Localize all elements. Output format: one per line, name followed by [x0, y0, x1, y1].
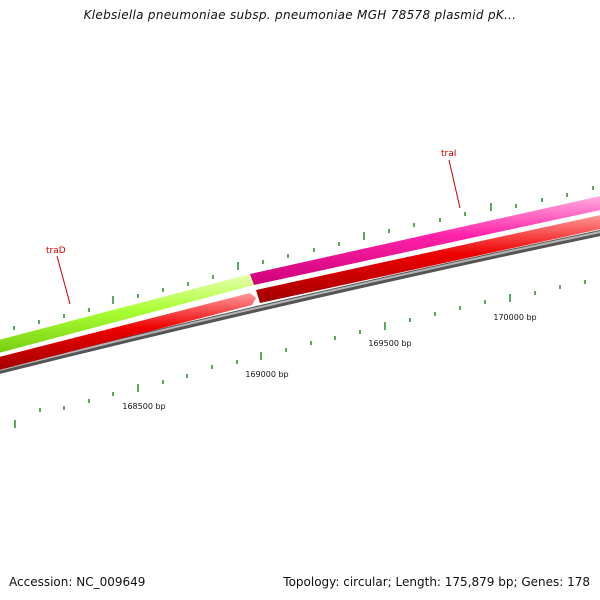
cds-segment-left[interactable]: [0, 293, 256, 371]
bp-label-170000: 170000 bp: [493, 313, 536, 322]
feature-traD[interactable]: [0, 274, 254, 354]
cds-segment-right[interactable]: [256, 214, 600, 303]
topology-summary-text: Topology: circular; Length: 175,879 bp; …: [283, 575, 590, 589]
feature-traI[interactable]: [250, 195, 600, 285]
map-title: Klebsiella pneumoniae subsp. pneumoniae …: [83, 8, 517, 22]
traI-leader-line: [448, 159, 461, 209]
gene-label-traD[interactable]: traD: [46, 246, 66, 256]
tick-row-upper: [13, 186, 594, 330]
gene-label-traI[interactable]: traI: [441, 149, 456, 159]
traD-leader-line: [56, 255, 71, 305]
backbone-highlight: [0, 231, 600, 371]
tick-row-lower: [14, 280, 586, 428]
bp-label-168500: 168500 bp: [122, 402, 165, 411]
accession-text: Accession: NC_009649: [9, 575, 146, 589]
bp-label-169500: 169500 bp: [368, 339, 411, 348]
bp-label-169000: 169000 bp: [245, 370, 288, 379]
